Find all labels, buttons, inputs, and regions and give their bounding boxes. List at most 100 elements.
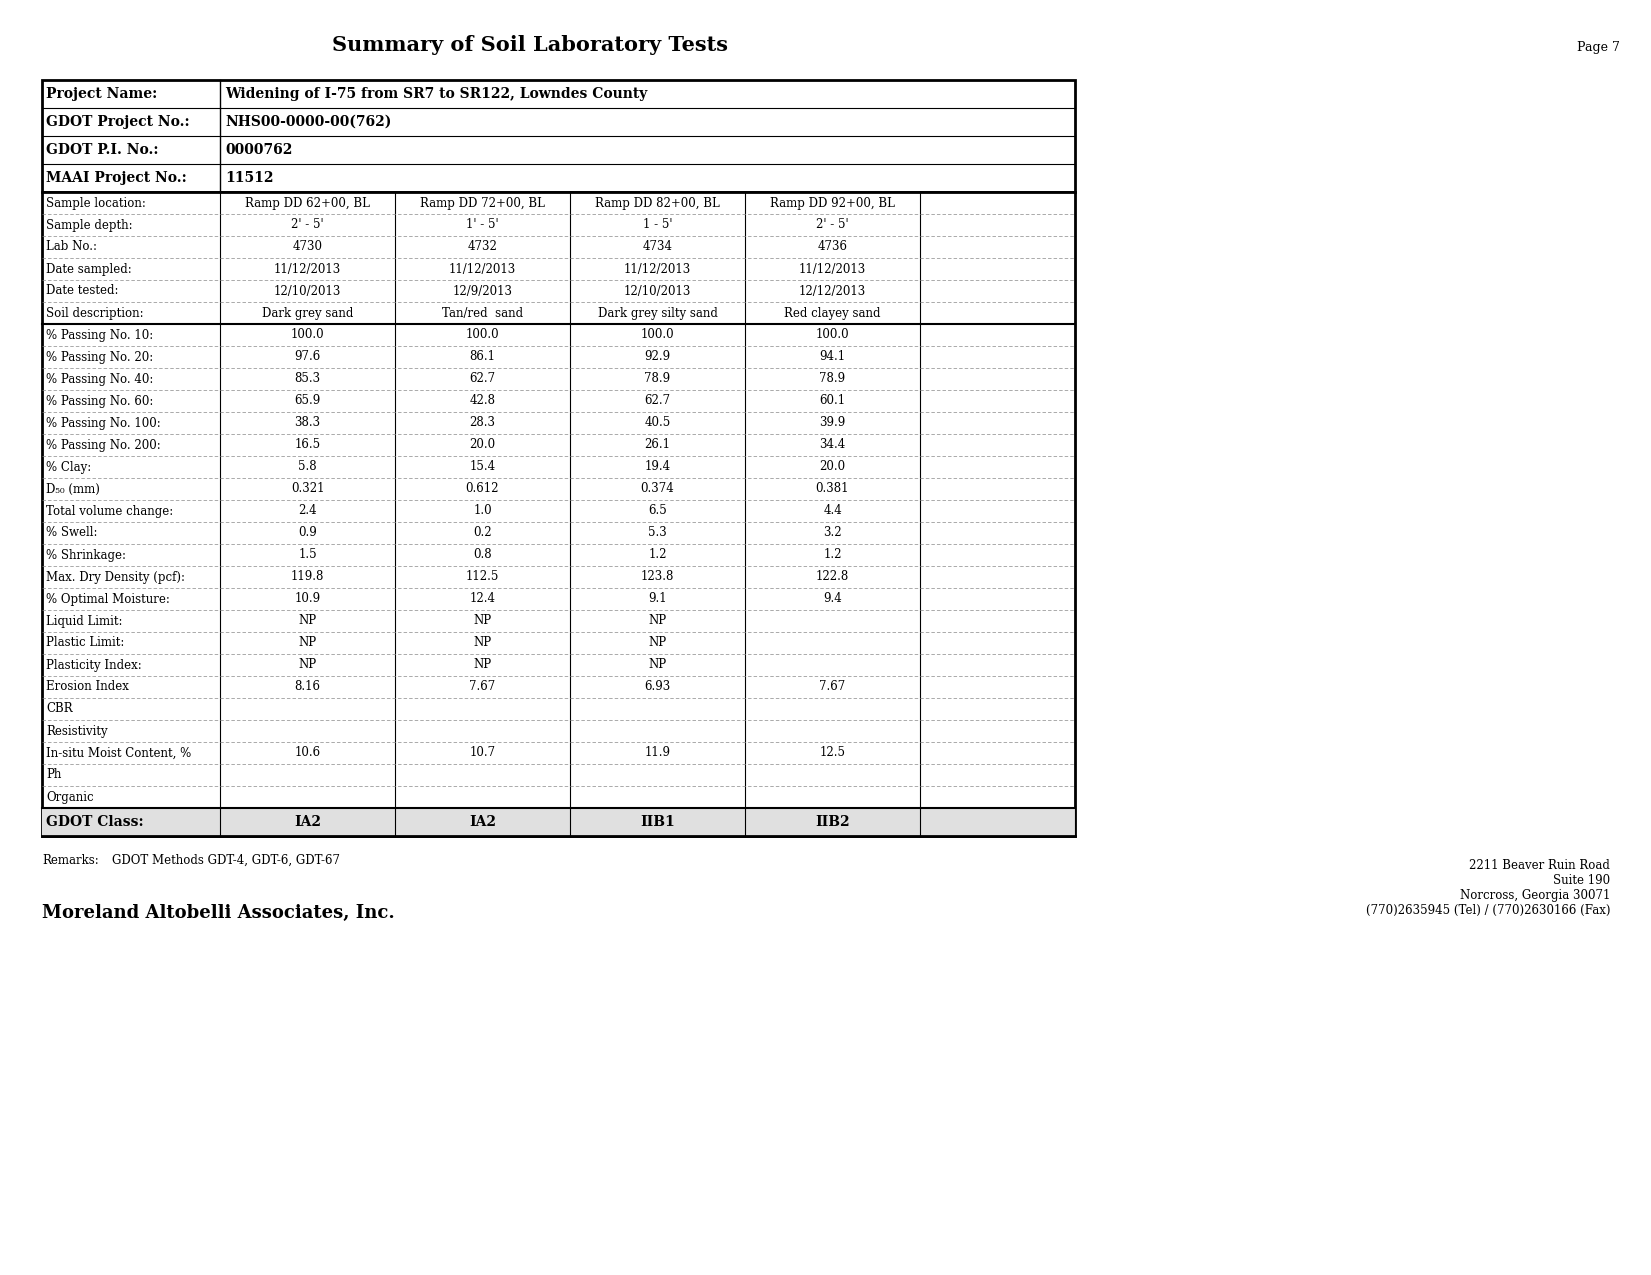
Text: 2211 Beaver Ruin Road: 2211 Beaver Ruin Road: [1469, 859, 1610, 872]
Text: 3.2: 3.2: [824, 527, 842, 539]
Bar: [41, 193, 1075, 836]
Text: 100.0: 100.0: [466, 329, 499, 342]
Text: 1.5: 1.5: [299, 548, 317, 561]
Text: 12/12/2013: 12/12/2013: [799, 284, 867, 297]
Text: D₅₀ (mm): D₅₀ (mm): [46, 482, 99, 496]
Text: % Optimal Moisture:: % Optimal Moisture:: [46, 593, 170, 606]
Text: 0000762: 0000762: [225, 143, 292, 157]
Text: 86.1: 86.1: [469, 351, 495, 363]
Text: MAAI Project No.:: MAAI Project No.:: [46, 171, 187, 185]
Text: 7.67: 7.67: [819, 681, 845, 694]
Text: 5.3: 5.3: [649, 527, 667, 539]
Text: Widening of I-75 from SR7 to SR122, Lowndes County: Widening of I-75 from SR7 to SR122, Lown…: [225, 87, 647, 101]
Text: 12/9/2013: 12/9/2013: [452, 284, 512, 297]
Text: 11/12/2013: 11/12/2013: [624, 263, 692, 275]
Text: 11/12/2013: 11/12/2013: [449, 263, 517, 275]
Text: 15.4: 15.4: [469, 460, 495, 473]
Text: IIB1: IIB1: [641, 815, 675, 829]
Text: 2.4: 2.4: [299, 505, 317, 518]
Text: 6.93: 6.93: [644, 681, 670, 694]
Text: 39.9: 39.9: [819, 417, 845, 430]
Text: 10.6: 10.6: [294, 746, 320, 760]
Text: GDOT Project No.:: GDOT Project No.:: [46, 115, 190, 129]
Text: GDOT Class:: GDOT Class:: [46, 815, 144, 829]
Text: Ramp DD 82+00, BL: Ramp DD 82+00, BL: [594, 196, 720, 209]
Text: 119.8: 119.8: [291, 570, 324, 584]
Text: 0.9: 0.9: [299, 527, 317, 539]
Text: 0.374: 0.374: [641, 482, 674, 496]
Text: 7.67: 7.67: [469, 681, 495, 694]
Text: GDOT Methods GDT-4, GDT-6, GDT-67: GDOT Methods GDT-4, GDT-6, GDT-67: [112, 854, 340, 867]
Text: 62.7: 62.7: [469, 372, 495, 385]
Text: % Passing No. 200:: % Passing No. 200:: [46, 439, 160, 451]
Text: 34.4: 34.4: [819, 439, 845, 451]
Text: 112.5: 112.5: [466, 570, 499, 584]
Text: Dark grey sand: Dark grey sand: [263, 306, 353, 320]
Text: 12/10/2013: 12/10/2013: [274, 284, 342, 297]
Text: Summary of Soil Laboratory Tests: Summary of Soil Laboratory Tests: [332, 34, 728, 55]
Text: 1.0: 1.0: [474, 505, 492, 518]
Text: 11.9: 11.9: [644, 746, 670, 760]
Text: 9.1: 9.1: [649, 593, 667, 606]
Text: Plasticity Index:: Plasticity Index:: [46, 658, 142, 672]
Text: 0.2: 0.2: [474, 527, 492, 539]
Text: NP: NP: [299, 615, 317, 627]
Text: NP: NP: [649, 636, 667, 649]
Text: 9.4: 9.4: [824, 593, 842, 606]
Text: % Passing No. 20:: % Passing No. 20:: [46, 351, 154, 363]
Text: NP: NP: [474, 636, 492, 649]
Text: Tan/red  sand: Tan/red sand: [442, 306, 523, 320]
Text: 122.8: 122.8: [816, 570, 849, 584]
Text: Ramp DD 72+00, BL: Ramp DD 72+00, BL: [419, 196, 545, 209]
Text: 60.1: 60.1: [819, 394, 845, 408]
Text: 0.8: 0.8: [474, 548, 492, 561]
Text: 100.0: 100.0: [641, 329, 674, 342]
Text: 4.4: 4.4: [824, 505, 842, 518]
Text: Remarks:: Remarks:: [41, 854, 99, 867]
Text: 8.16: 8.16: [294, 681, 320, 694]
Text: 12/10/2013: 12/10/2013: [624, 284, 692, 297]
Text: 4732: 4732: [467, 241, 497, 254]
Text: 97.6: 97.6: [294, 351, 320, 363]
Text: 12.4: 12.4: [469, 593, 495, 606]
Text: Moreland Altobelli Associates, Inc.: Moreland Altobelli Associates, Inc.: [41, 904, 395, 922]
Text: 0.381: 0.381: [816, 482, 849, 496]
Text: Dark grey silty sand: Dark grey silty sand: [598, 306, 718, 320]
Text: % Swell:: % Swell:: [46, 527, 97, 539]
Text: Norcross, Georgia 30071: Norcross, Georgia 30071: [1459, 889, 1610, 901]
Text: 38.3: 38.3: [294, 417, 320, 430]
Text: 19.4: 19.4: [644, 460, 670, 473]
Text: 0.612: 0.612: [466, 482, 499, 496]
Text: NP: NP: [474, 658, 492, 672]
Text: 92.9: 92.9: [644, 351, 670, 363]
Text: Resistivity: Resistivity: [46, 724, 107, 737]
Text: Suite 190: Suite 190: [1554, 873, 1610, 887]
Text: 40.5: 40.5: [644, 417, 670, 430]
Text: 78.9: 78.9: [644, 372, 670, 385]
Text: Ph: Ph: [46, 769, 61, 782]
Text: 4734: 4734: [642, 241, 672, 254]
Text: 4736: 4736: [817, 241, 847, 254]
Text: Plastic Limit:: Plastic Limit:: [46, 636, 124, 649]
Text: 20.0: 20.0: [819, 460, 845, 473]
Text: In-situ Moist Content, %: In-situ Moist Content, %: [46, 746, 192, 760]
Text: 65.9: 65.9: [294, 394, 320, 408]
Text: 16.5: 16.5: [294, 439, 320, 451]
Text: Erosion Index: Erosion Index: [46, 681, 129, 694]
Bar: [41, 808, 1075, 836]
Text: Date tested:: Date tested:: [46, 284, 119, 297]
Text: NP: NP: [649, 658, 667, 672]
Text: 78.9: 78.9: [819, 372, 845, 385]
Text: % Passing No. 10:: % Passing No. 10:: [46, 329, 154, 342]
Text: 10.7: 10.7: [469, 746, 495, 760]
Text: Max. Dry Density (pcf):: Max. Dry Density (pcf):: [46, 570, 185, 584]
Text: 1.2: 1.2: [824, 548, 842, 561]
Text: (770)2635945 (Tel) / (770)2630166 (Fax): (770)2635945 (Tel) / (770)2630166 (Fax): [1365, 904, 1610, 917]
Text: IA2: IA2: [294, 815, 320, 829]
Text: GDOT P.I. No.:: GDOT P.I. No.:: [46, 143, 158, 157]
Text: Total volume change:: Total volume change:: [46, 505, 173, 518]
Text: Sample depth:: Sample depth:: [46, 218, 132, 232]
Text: NP: NP: [649, 615, 667, 627]
Text: Ramp DD 62+00, BL: Ramp DD 62+00, BL: [244, 196, 370, 209]
Text: 12.5: 12.5: [819, 746, 845, 760]
